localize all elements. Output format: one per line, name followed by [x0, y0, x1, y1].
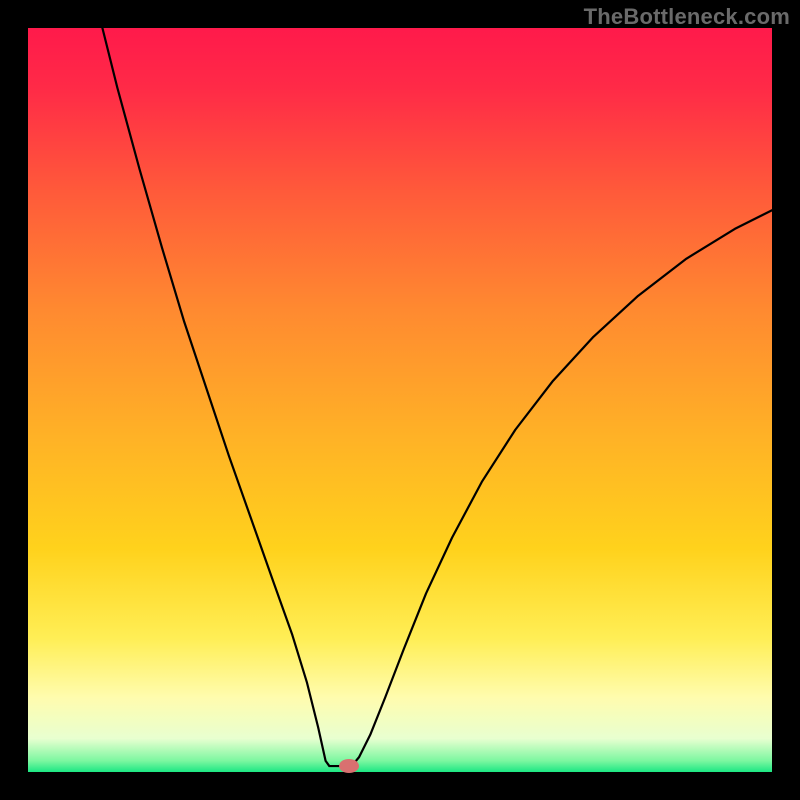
watermark-text: TheBottleneck.com	[584, 4, 790, 30]
optimal-point-marker	[339, 759, 359, 773]
bottleneck-curve	[28, 28, 772, 772]
chart-frame: TheBottleneck.com	[0, 0, 800, 800]
plot-area	[28, 28, 772, 772]
